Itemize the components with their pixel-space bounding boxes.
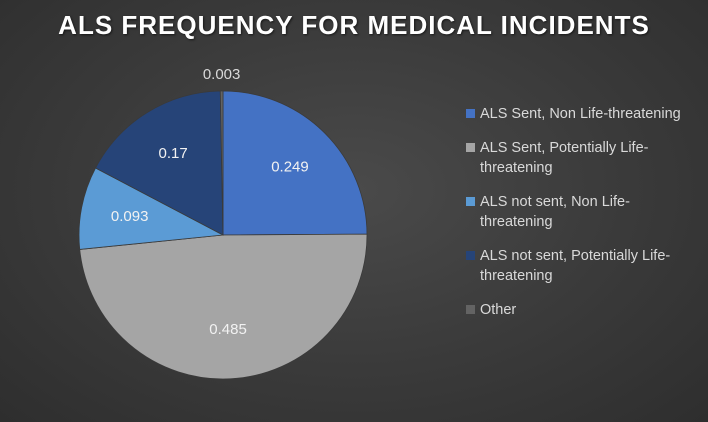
legend-swatch-2 — [466, 197, 475, 206]
legend-label-0: ALS Sent, Non Life-threatening — [480, 106, 681, 122]
pie-slice-1 — [79, 233, 368, 380]
pie-slice-0 — [222, 90, 368, 236]
legend: ALS Sent, Non Life-threatening ALS Sent, … — [466, 104, 702, 334]
legend-entry-3: ALS not sent, Potentially Life-threateni… — [466, 246, 702, 286]
data-label-2: 0.093 — [111, 208, 149, 225]
data-label-3: 0.17 — [158, 145, 187, 162]
pie-slice-3 — [94, 90, 224, 236]
data-label-0: 0.249 — [271, 159, 309, 176]
legend-swatch-0 — [466, 109, 475, 118]
legend-entry-4: Other — [466, 300, 702, 320]
pie-slice-4 — [219, 90, 224, 236]
legend-swatch-4 — [466, 305, 475, 314]
chart-title: ALS FREQUENCY FOR MEDICAL INCIDENTS — [58, 10, 650, 40]
legend-label-3: ALS not sent, Potentially Life-threateni… — [480, 248, 671, 284]
legend-entry-2: ALS not sent, Non Life-threatening — [466, 192, 702, 232]
pie-slice-2 — [78, 167, 225, 250]
legend-label-4: Other — [480, 302, 517, 318]
data-label-4: 0.003 — [203, 66, 241, 83]
legend-label-1: ALS Sent, Potentially Life-threatening — [480, 140, 649, 176]
legend-swatch-3 — [466, 251, 475, 260]
legend-entry-0: ALS Sent, Non Life-threatening — [466, 104, 702, 124]
data-label-1: 0.485 — [209, 321, 247, 338]
legend-swatch-1 — [466, 143, 475, 152]
legend-label-2: ALS not sent, Non Life-threatening — [480, 194, 630, 230]
legend-entry-1: ALS Sent, Potentially Life-threatening — [466, 138, 702, 178]
